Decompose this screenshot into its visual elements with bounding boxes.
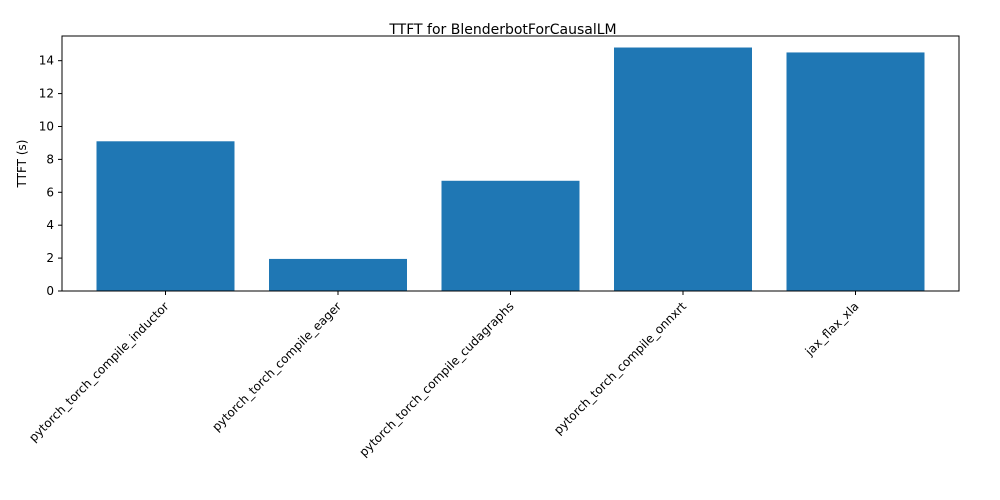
y-tick-label: 2: [46, 251, 54, 265]
x-tick-label: pytorch_torch_compile_inductor: [26, 299, 171, 444]
x-tick-label: pytorch_torch_compile_cudagraphs: [357, 299, 517, 459]
y-tick-label: 12: [39, 87, 54, 101]
bars-group: [96, 47, 925, 291]
x-tick-label: pytorch_torch_compile_onnxrt: [551, 299, 689, 437]
bar-pytorch_torch_compile_eager: [269, 258, 407, 291]
x-axis: pytorch_torch_compile_inductor pytorch_to…: [26, 291, 862, 459]
plot-frame: [61, 35, 960, 292]
y-axis: 0 2 4 6 8 10 12 14: [39, 54, 62, 298]
chart-title: TTFT for BlenderbotForCausalLM: [388, 22, 616, 38]
y-tick-label: 6: [46, 185, 54, 199]
y-axis-label: TTFT (s): [15, 140, 29, 189]
x-tick-label: jax_flax_xla: [802, 299, 862, 359]
y-tick-label: 4: [46, 218, 54, 232]
bar-pytorch_torch_compile_cudagraphs: [441, 180, 580, 291]
bar-pytorch_torch_compile_inductor: [96, 141, 235, 291]
y-tick-label: 0: [46, 284, 54, 298]
bar-pytorch_torch_compile_onnxrt: [614, 47, 752, 291]
bar-jax_flax_xla: [786, 52, 925, 291]
x-tick-label: pytorch_torch_compile_eager: [209, 299, 344, 434]
y-tick-label: 8: [46, 152, 54, 166]
y-tick-label: 10: [39, 119, 54, 133]
y-tick-label: 14: [39, 54, 54, 68]
